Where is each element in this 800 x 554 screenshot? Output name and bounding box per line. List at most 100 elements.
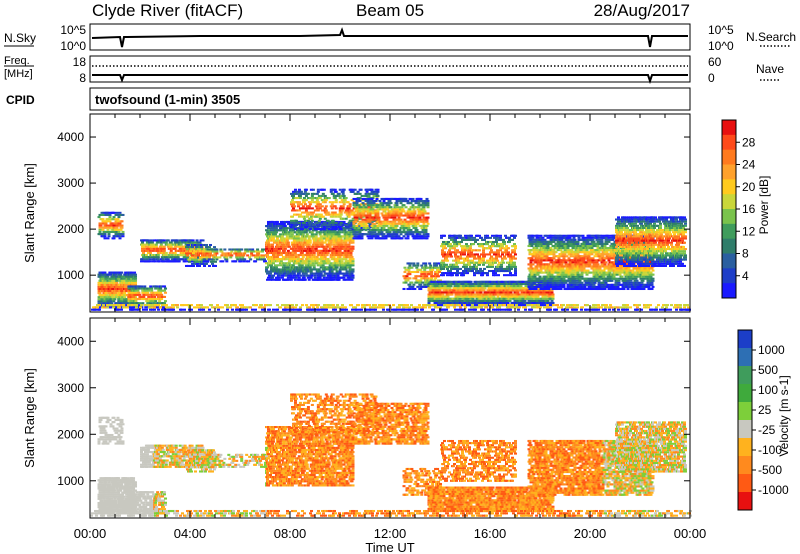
data-cell: [446, 299, 450, 302]
data-cell: [201, 254, 204, 257]
data-cell: [373, 219, 377, 222]
data-cell: [371, 204, 375, 207]
data-cell: [151, 243, 155, 246]
data-cell: [299, 190, 303, 193]
data-cell: [362, 208, 366, 211]
data-cell: [196, 260, 199, 263]
data-cell: [282, 222, 286, 226]
data-cell: [341, 231, 345, 234]
data-cell: [424, 226, 428, 230]
data-cell: [191, 258, 194, 261]
data-cell: [467, 282, 471, 286]
data-cell: [291, 196, 295, 200]
data-cell: [300, 228, 304, 231]
data-cell: [231, 260, 235, 263]
data-cell: [504, 282, 508, 286]
data-cell: [302, 201, 306, 204]
data-cell: [327, 249, 331, 252]
data-cell: [105, 220, 109, 223]
data-cell: [323, 278, 327, 281]
data-cell: [344, 241, 348, 244]
data-cell: [315, 192, 319, 195]
data-cell: [335, 262, 339, 265]
data-cell: [313, 274, 317, 277]
data-cell: [117, 292, 121, 295]
data-cell: [328, 239, 332, 242]
data-cell: [150, 256, 154, 259]
data-cell: [430, 273, 434, 276]
data-cell: [321, 266, 325, 269]
data-cell: [162, 245, 166, 248]
data-cell: [304, 223, 308, 227]
data-cell: [147, 243, 151, 246]
data-cell: [345, 256, 349, 259]
data-cell: [117, 216, 121, 219]
data-cell: [316, 188, 320, 191]
data-cell: [305, 243, 309, 246]
data-cell: [210, 258, 214, 261]
data-cell: [330, 233, 334, 236]
radar-title: Clyde River (fitACF): [92, 1, 243, 20]
data-cell: [287, 260, 291, 263]
data-cell: [301, 223, 305, 227]
data-cell: [342, 188, 346, 191]
data-cell: [403, 277, 407, 280]
data-cell: [304, 220, 308, 224]
data-cell: [257, 252, 261, 255]
data-cell: [196, 243, 199, 247]
data-cell: [383, 210, 387, 213]
data-cell: [395, 233, 399, 236]
data-cell: [250, 250, 254, 253]
data-cell: [207, 254, 211, 257]
data-cell: [208, 246, 211, 249]
data-cell: [311, 196, 315, 200]
data-cell: [248, 248, 252, 251]
data-cell: [384, 222, 388, 225]
data-cell: [460, 301, 464, 305]
data-cell: [418, 224, 422, 227]
data-cell: [407, 222, 411, 225]
data-cell: [417, 199, 421, 203]
data-cell: [106, 281, 110, 284]
data-cell: [492, 293, 496, 296]
data-cell: [376, 208, 380, 211]
data-cell: [156, 247, 160, 250]
data-cell: [305, 245, 309, 248]
data-cell: [478, 297, 482, 300]
data-cell: [133, 293, 137, 296]
data-cell: [400, 237, 404, 240]
data-cell: [376, 194, 380, 197]
data-cell: [123, 298, 127, 301]
data-cell: [426, 266, 430, 269]
data-cell: [304, 226, 308, 229]
data-cell: [430, 279, 434, 282]
data-cell: [434, 262, 438, 265]
data-cell: [430, 282, 434, 286]
data-cell: [140, 258, 144, 261]
data-cell: [469, 280, 473, 283]
data-cell: [419, 275, 423, 278]
data-cell: [297, 260, 301, 263]
data-cell: [359, 220, 363, 223]
data-cell: [373, 224, 377, 227]
data-cell: [417, 279, 421, 282]
data-cell: [334, 228, 338, 231]
data-cell: [319, 266, 323, 269]
data-cell: [402, 287, 406, 291]
data-cell: [408, 277, 412, 280]
data-cell: [419, 197, 423, 200]
data-cell: [349, 253, 353, 257]
data-cell: [408, 283, 412, 286]
data-cell: [352, 233, 356, 236]
data-cell: [115, 275, 119, 278]
data-cell: [484, 285, 488, 288]
data-cell: [453, 282, 457, 286]
data-cell: [292, 249, 296, 252]
data-cell: [385, 231, 389, 234]
data-cell: [289, 268, 293, 271]
data-cell: [294, 247, 298, 250]
data-cell: [134, 277, 138, 280]
data-cell: [140, 260, 143, 263]
data-cell: [183, 260, 187, 263]
data-cell: [489, 280, 493, 283]
